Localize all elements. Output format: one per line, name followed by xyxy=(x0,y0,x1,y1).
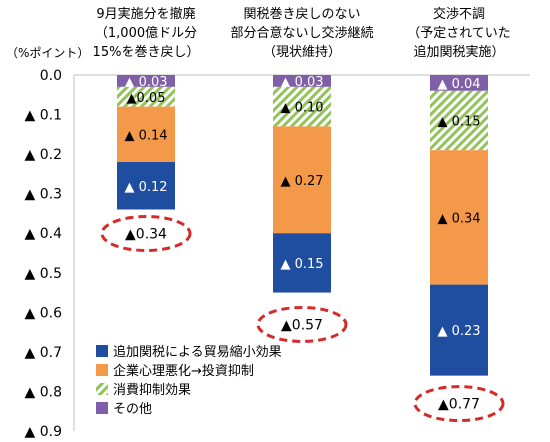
total-label: ▲0.34 xyxy=(125,226,167,242)
y-tick-label: ▲ 0.7 xyxy=(25,345,62,361)
y-tick-label: ▲ 0.3 xyxy=(25,187,62,203)
bar-value-label: ▲ 0.04 xyxy=(437,77,480,92)
bar-segment xyxy=(430,90,488,151)
legend-label: 消費抑制効果 xyxy=(113,383,191,398)
bar-segment xyxy=(273,75,331,87)
bar-value-label: ▲ 0.15 xyxy=(437,114,480,129)
bar-segment xyxy=(430,150,488,285)
category-label: （1,000億ドル分 xyxy=(95,25,197,41)
category-label: 関税巻き戻しのない xyxy=(243,7,360,22)
y-tick-label: ▲ 0.4 xyxy=(25,226,63,242)
y-tick-label: ▲ 0.2 xyxy=(25,147,62,163)
bar-segment xyxy=(430,75,488,91)
bar-value-label: ▲ 0.27 xyxy=(280,174,323,189)
bar-value-label: ▲ 0.23 xyxy=(437,324,480,339)
category-label: （現状維持） xyxy=(263,45,341,60)
bar-segment xyxy=(273,126,331,234)
legend-swatch xyxy=(96,402,108,414)
total-marker xyxy=(256,305,348,343)
y-tick-label: ▲ 0.8 xyxy=(25,384,62,400)
total-label: ▲0.57 xyxy=(281,317,323,333)
bar-segment xyxy=(117,86,175,107)
y-tick-label: ▲ 0.5 xyxy=(25,266,62,282)
category-label: 15%を巻き戻し） xyxy=(93,45,200,60)
category-label: 交渉不調 xyxy=(433,6,485,22)
y-tick-label: ▲ 0.6 xyxy=(25,305,63,321)
bar-value-label: ▲ 0.03 xyxy=(124,75,167,90)
bar-value-label: ▲ 0.12 xyxy=(124,180,167,195)
bar-value-label: ▲ 0.10 xyxy=(280,101,323,116)
y-tick-label: ▲ 0.1 xyxy=(25,108,62,124)
bar-segment xyxy=(117,106,175,163)
total-label: ▲0.77 xyxy=(438,397,480,413)
bar-value-label: ▲ 0.03 xyxy=(280,75,323,90)
legend-swatch xyxy=(96,364,108,376)
category-label: （予定されていた xyxy=(407,26,511,41)
bar-value-label: ▲0.05 xyxy=(127,91,166,106)
total-marker xyxy=(100,214,192,252)
legend-swatch xyxy=(96,345,108,357)
bar-segment xyxy=(273,86,331,127)
category-label: 追加関税実施） xyxy=(413,44,504,60)
bar-value-label: ▲ 0.14 xyxy=(124,128,167,143)
legend-label: 企業心理悪化→投資抑制 xyxy=(113,363,254,379)
bar-segment xyxy=(273,233,331,293)
category-label: 部分合意ないし交渉継続 xyxy=(230,25,373,41)
category-label: 9月実施分を撤廃 xyxy=(96,6,195,22)
y-tick-label: 0.0 xyxy=(40,68,62,84)
total-marker xyxy=(413,385,505,423)
bar-segment xyxy=(117,162,175,210)
y-tick-label: ▲ 0.9 xyxy=(25,424,62,440)
bar-value-label: ▲ 0.15 xyxy=(280,257,323,272)
y-unit-label: （%ポイント） xyxy=(6,46,89,60)
legend-label: 追加関税による貿易縮小効果 xyxy=(113,344,282,360)
bar-segment xyxy=(430,284,488,376)
legend-label: その他 xyxy=(113,402,152,417)
bar-value-label: ▲ 0.34 xyxy=(437,211,480,226)
bar-segment xyxy=(117,75,175,87)
legend-swatch xyxy=(96,383,108,395)
